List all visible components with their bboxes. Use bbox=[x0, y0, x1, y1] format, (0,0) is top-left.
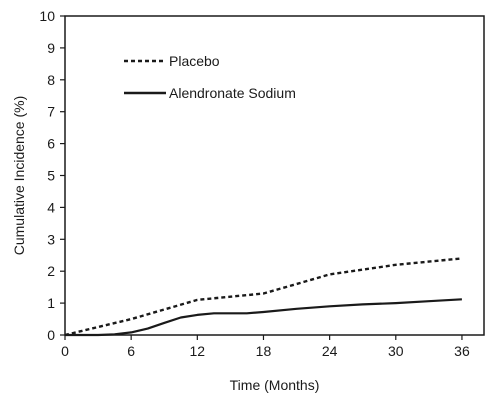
legend-label-alendronate-sodium: Alendronate Sodium bbox=[169, 85, 296, 101]
y-tick-label: 4 bbox=[47, 199, 55, 215]
y-tick-label: 6 bbox=[47, 136, 55, 152]
x-tick-label: 36 bbox=[454, 343, 470, 359]
series-line-placebo bbox=[64, 257, 463, 337]
y-tick-label: 8 bbox=[47, 72, 55, 88]
x-tick-label: 18 bbox=[256, 343, 272, 359]
x-tick-label: 24 bbox=[322, 343, 338, 359]
y-tick-label: 10 bbox=[39, 8, 55, 24]
x-tick-label: 0 bbox=[61, 343, 69, 359]
x-tick-label: 6 bbox=[127, 343, 135, 359]
x-axis-title: Time (Months) bbox=[230, 377, 320, 393]
y-axis-title: Cumulative Incidence (%) bbox=[11, 96, 27, 256]
x-tick-label: 12 bbox=[190, 343, 206, 359]
y-tick-label: 3 bbox=[47, 231, 55, 247]
series-line-alendronate-sodium bbox=[65, 298, 462, 337]
y-tick-label: 7 bbox=[47, 104, 55, 120]
legend-label-placebo: Placebo bbox=[169, 53, 220, 69]
plot-frame bbox=[64, 15, 485, 336]
x-tick-label: 30 bbox=[388, 343, 404, 359]
y-tick-label: 1 bbox=[47, 295, 55, 311]
y-tick-label: 5 bbox=[47, 168, 55, 184]
axes bbox=[64, 15, 485, 336]
y-tick-label: 9 bbox=[47, 40, 55, 56]
series-group bbox=[64, 257, 463, 337]
legend: Placebo Alendronate Sodium bbox=[124, 53, 296, 101]
y-tick-label: 2 bbox=[47, 263, 55, 279]
y-tick-label: 0 bbox=[47, 327, 55, 343]
